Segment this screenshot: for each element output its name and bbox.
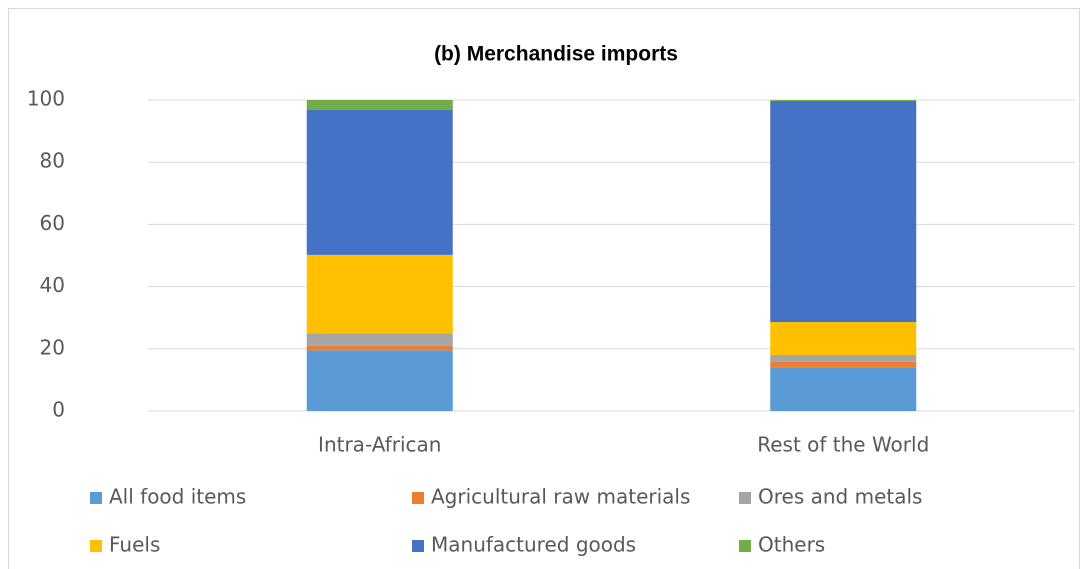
bar-segment (306, 109, 453, 255)
y-tick-label: 80 (40, 149, 65, 173)
y-tick-label: 0 (52, 398, 65, 422)
bar-segment (306, 345, 453, 351)
bar-segment (306, 333, 453, 346)
legend-label: Manufactured goods (431, 533, 636, 557)
legend-label: Agricultural raw materials (431, 485, 690, 509)
bar-segment (770, 100, 917, 323)
bar-segment (306, 350, 453, 411)
bar-segment (770, 367, 917, 411)
legend-swatch (739, 540, 751, 552)
legend-label: Ores and metals (758, 485, 922, 509)
bar-segment (770, 100, 917, 101)
legend-swatch (412, 492, 424, 504)
chart-title: (b) Merchandise imports (434, 43, 678, 66)
bar-segment (306, 254, 453, 334)
y-tick-label: 100 (27, 87, 65, 111)
y-tick-label: 40 (40, 273, 65, 297)
legend-label: All food items (109, 485, 246, 509)
legend-swatch (90, 492, 102, 504)
y-tick-label: 20 (40, 335, 65, 359)
bar-segment (770, 361, 917, 368)
bar-segment (306, 100, 453, 110)
legend-label: Fuels (109, 533, 160, 557)
bar-segment (770, 355, 917, 362)
legend-swatch (412, 540, 424, 552)
x-tick-label: Intra-African (318, 433, 441, 457)
bar-segment (770, 322, 917, 356)
y-tick-label: 60 (40, 211, 65, 235)
legend-swatch (739, 492, 751, 504)
x-tick-label: Rest of the World (757, 433, 929, 457)
legend-label: Others (758, 533, 825, 557)
legend-swatch (90, 540, 102, 552)
